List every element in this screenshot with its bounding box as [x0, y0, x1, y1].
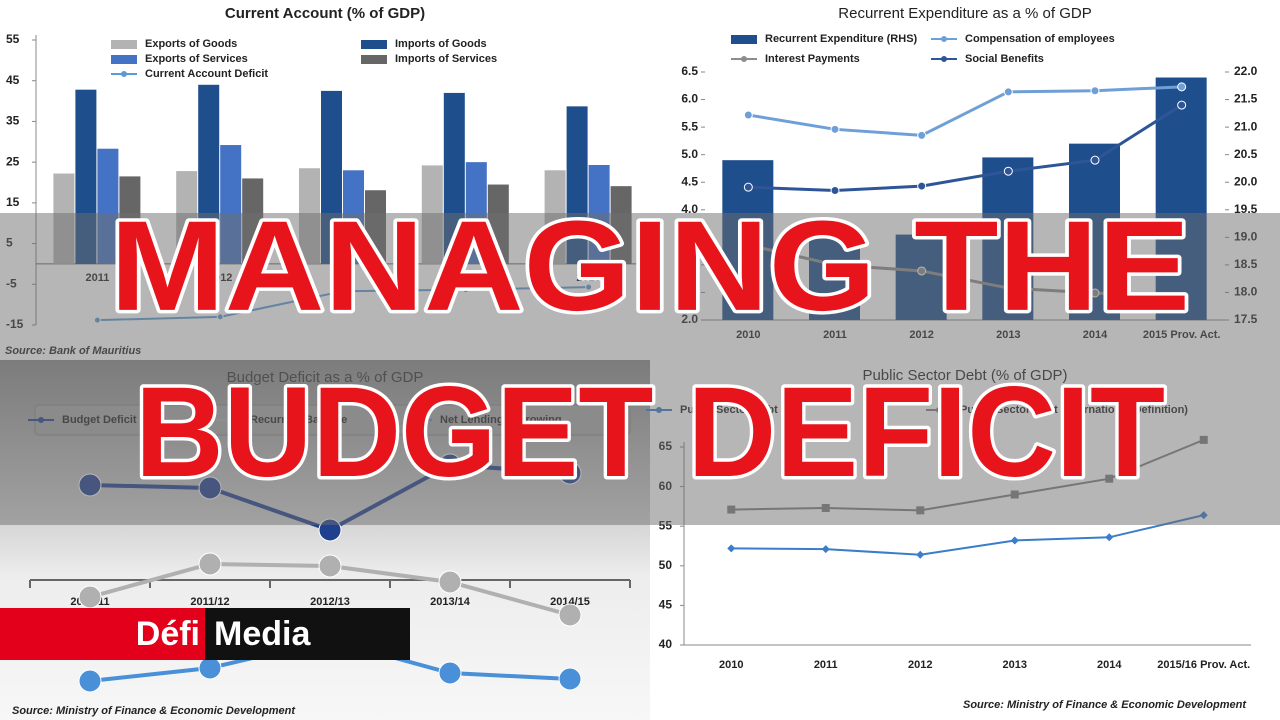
marker [830, 124, 840, 134]
y-tick-label: 45 [659, 598, 673, 612]
y-tick-label: 55 [6, 32, 20, 46]
legend-label: Current Account Deficit [145, 68, 268, 80]
marker [917, 181, 927, 191]
logo-text: Media [214, 615, 311, 653]
legend-swatch [941, 56, 947, 62]
marker [78, 585, 102, 609]
x-tick-label: 2015/16 Prov. Act. [1157, 659, 1250, 671]
legend-label: Exports of Services [145, 53, 248, 65]
y-tick-label: 50 [659, 558, 673, 572]
legend-label: Compensation of employees [965, 33, 1115, 45]
x-tick-label: 2014 [1097, 659, 1122, 671]
x-tick-label: 2011 [814, 659, 838, 671]
y-tick-label: 4.0 [681, 202, 698, 216]
marker [1177, 82, 1187, 92]
legend-label: Imports of Goods [395, 38, 487, 50]
legend-label: Recurrent Expenditure (RHS) [765, 33, 918, 45]
marker [558, 603, 582, 627]
marker [917, 130, 927, 140]
legend-label: Social Benefits [965, 53, 1044, 65]
marker [1010, 536, 1019, 545]
marker [916, 550, 925, 559]
legend-label: Imports of Services [395, 53, 497, 65]
legend-swatch [361, 55, 387, 64]
y-tick-label: 22.0 [1234, 64, 1258, 78]
x-tick-label: 2011/12 [190, 596, 229, 608]
line [731, 514, 1204, 556]
x-tick-label: 2010 [719, 659, 743, 671]
chart-title: Recurrent Expenditure as a % of GDP [838, 5, 1091, 22]
marker [438, 570, 462, 594]
logo-black [205, 608, 410, 660]
legend-swatch [741, 56, 747, 62]
y-tick-label: 5.5 [681, 119, 698, 133]
marker [743, 110, 753, 120]
legend-swatch [361, 40, 387, 49]
y-tick-label: 35 [6, 114, 20, 128]
marker [198, 552, 222, 576]
marker [78, 669, 102, 693]
y-tick-label: 6.5 [681, 64, 698, 78]
legend-swatch [941, 36, 947, 42]
x-tick-label: 2012 [908, 659, 932, 671]
chart-title: Current Account (% of GDP) [225, 5, 425, 22]
marker [743, 182, 753, 192]
legend-label: Exports of Goods [145, 38, 237, 50]
x-tick-label: 2013 [1003, 659, 1027, 671]
source: Source: Ministry of Finance & Economic D… [12, 705, 296, 717]
legend-swatch [121, 71, 127, 77]
y-tick-label: 15 [6, 195, 20, 209]
y-tick-label: 4.5 [681, 174, 698, 188]
marker [198, 656, 222, 680]
marker [821, 545, 830, 554]
marker [558, 667, 582, 691]
y-tick-label: 25 [6, 154, 20, 168]
marker [1177, 100, 1187, 110]
logo-text: Défi [136, 615, 200, 653]
y-tick-label: 20.0 [1234, 174, 1258, 188]
logo-red [0, 608, 205, 660]
marker [1090, 155, 1100, 165]
marker [1003, 87, 1013, 97]
marker [830, 185, 840, 195]
legend-swatch [111, 55, 137, 64]
legend-swatch [731, 35, 757, 44]
marker [318, 554, 342, 578]
legend-label: Interest Payments [765, 53, 860, 65]
legend-swatch [111, 40, 137, 49]
headline: MANAGING THE [110, 195, 1190, 338]
line [748, 103, 1183, 192]
y-tick-label: 6.0 [681, 92, 698, 106]
y-tick-label: 5.0 [681, 147, 698, 161]
y-tick-label: 40 [659, 637, 673, 651]
title-band [0, 213, 1280, 525]
marker [727, 544, 736, 553]
x-tick-label: 2013/14 [430, 596, 471, 608]
marker [438, 661, 462, 685]
headline: BUDGET DEFICIT [135, 361, 1165, 504]
marker [1090, 86, 1100, 96]
y-tick-label: 19.5 [1234, 202, 1258, 216]
y-tick-label: 21.5 [1234, 92, 1258, 106]
y-tick-label: 45 [6, 73, 20, 87]
x-tick-label: 2012/13 [310, 596, 350, 608]
marker [1105, 533, 1114, 542]
marker [1003, 166, 1013, 176]
source: Source: Ministry of Finance & Economic D… [963, 699, 1247, 711]
y-tick-label: 20.5 [1234, 147, 1258, 161]
x-tick-label: 2014/15 [550, 596, 590, 608]
y-tick-label: 21.0 [1234, 119, 1258, 133]
line [748, 85, 1182, 137]
